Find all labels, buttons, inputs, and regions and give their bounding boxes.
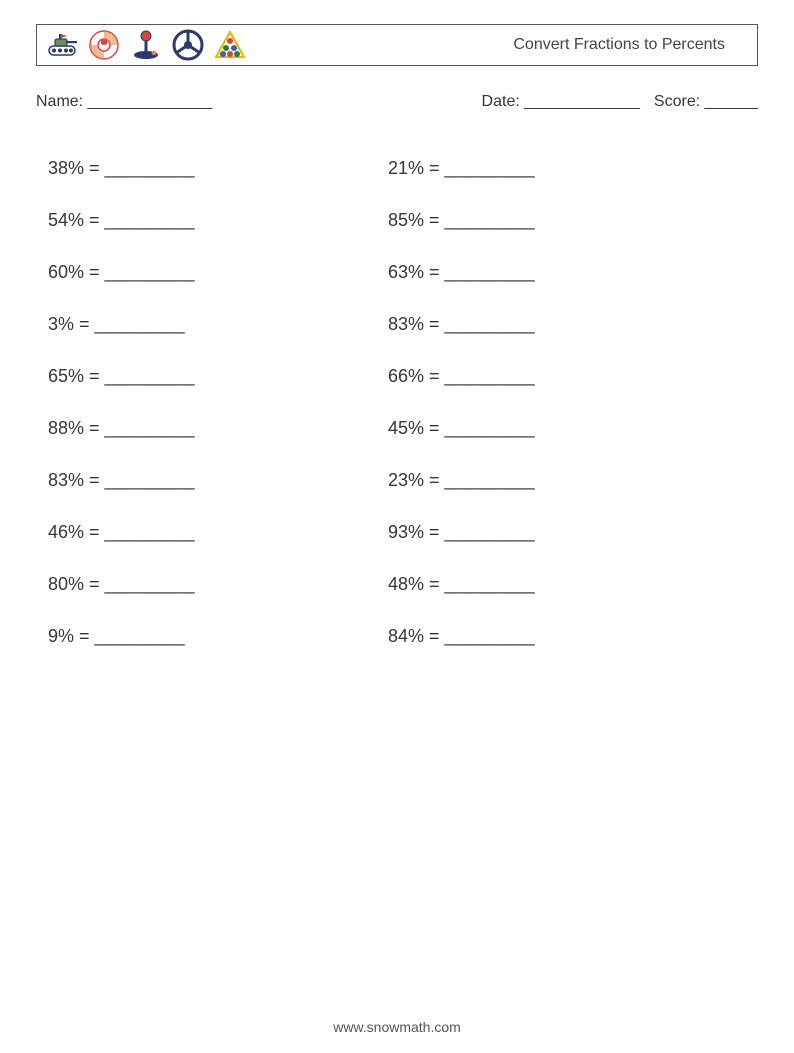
problem-right: 93% = _________ — [388, 522, 728, 543]
problem-left: 80% = _________ — [48, 574, 388, 595]
problem-left: 46% = _________ — [48, 522, 388, 543]
problem-row: 60% = _________63% = _________ — [48, 246, 748, 298]
footer-url: www.snowmath.com — [0, 1019, 794, 1035]
meta-row: Name: ______________ Date: _____________… — [36, 93, 758, 111]
score-field: Score: ______ — [654, 93, 758, 111]
billiards-icon — [213, 28, 247, 62]
date-field: Date: _____________ — [482, 93, 640, 111]
problem-right: 21% = _________ — [388, 158, 728, 179]
problem-row: 3% = _________83% = _________ — [48, 298, 748, 350]
problem-left: 38% = _________ — [48, 158, 388, 179]
problem-left: 54% = _________ — [48, 210, 388, 231]
problem-right: 23% = _________ — [388, 470, 728, 491]
problem-row: 65% = _________66% = _________ — [48, 350, 748, 402]
problem-row: 54% = _________85% = _________ — [48, 194, 748, 246]
problem-row: 9% = _________84% = _________ — [48, 610, 748, 662]
worksheet-title: Convert Fractions to Percents — [513, 36, 745, 54]
header-icons — [43, 28, 247, 62]
tank-icon — [45, 28, 79, 62]
problem-right: 48% = _________ — [388, 574, 728, 595]
life-ring-icon — [87, 28, 121, 62]
problem-row: 46% = _________93% = _________ — [48, 506, 748, 558]
header-box: Convert Fractions to Percents — [36, 24, 758, 66]
problem-left: 60% = _________ — [48, 262, 388, 283]
problem-right: 83% = _________ — [388, 314, 728, 335]
problem-right: 85% = _________ — [388, 210, 728, 231]
problem-row: 88% = _________45% = _________ — [48, 402, 748, 454]
problem-row: 83% = _________23% = _________ — [48, 454, 748, 506]
steering-wheel-icon — [171, 28, 205, 62]
problem-left: 88% = _________ — [48, 418, 388, 439]
problem-right: 84% = _________ — [388, 626, 728, 647]
problem-right: 63% = _________ — [388, 262, 728, 283]
problem-left: 83% = _________ — [48, 470, 388, 491]
problem-right: 45% = _________ — [388, 418, 728, 439]
problem-row: 38% = _________21% = _________ — [48, 142, 748, 194]
problems-grid: 38% = _________21% = _________54% = ____… — [48, 142, 748, 662]
problem-left: 9% = _________ — [48, 626, 388, 647]
name-field: Name: ______________ — [36, 93, 482, 111]
problem-left: 65% = _________ — [48, 366, 388, 387]
problem-right: 66% = _________ — [388, 366, 728, 387]
problem-left: 3% = _________ — [48, 314, 388, 335]
joystick-icon — [129, 28, 163, 62]
problem-row: 80% = _________48% = _________ — [48, 558, 748, 610]
